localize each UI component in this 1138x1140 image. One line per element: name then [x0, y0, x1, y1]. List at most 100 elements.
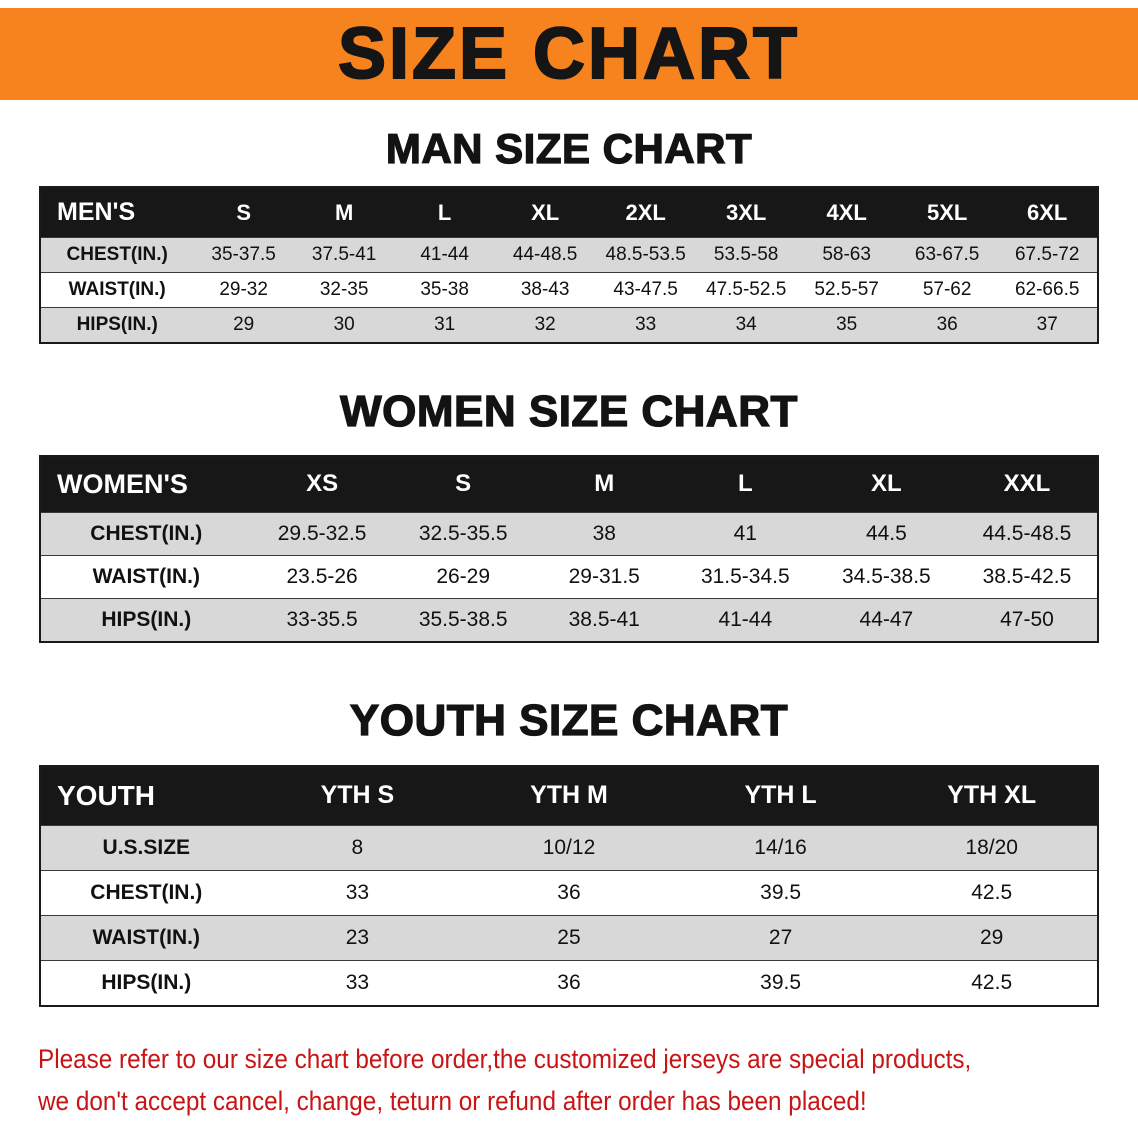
value-cell: 37 — [997, 307, 1098, 344]
value-cell: 29-32 — [193, 272, 294, 308]
table-title-cell: YOUTH — [40, 765, 252, 826]
value-cell: 26-29 — [392, 554, 534, 599]
size-header-cell: YTH L — [674, 765, 887, 826]
value-cell: 33 — [251, 959, 464, 1006]
youth-size-section: YOUTH SIZE CHART YOUTH YTH S YTH M YTH L YTH… — [0, 695, 1138, 1007]
value-cell: 62-66.5 — [997, 272, 1098, 308]
table-title-cell: WOMEN'S — [40, 455, 252, 513]
size-header-cell: S — [392, 455, 534, 513]
notice-line-1: Please refer to our size chart before or… — [38, 1043, 972, 1074]
value-cell: 29.5-32.5 — [251, 511, 393, 556]
value-cell: 35.5-38.5 — [392, 597, 534, 642]
value-cell: 33-35.5 — [251, 597, 393, 642]
value-cell: 30 — [293, 307, 395, 344]
value-cell: 43-47.5 — [595, 272, 696, 308]
value-cell: 35 — [796, 307, 897, 344]
value-cell: 31 — [394, 307, 495, 344]
value-cell: 14/16 — [674, 824, 887, 871]
size-header-cell: YTH XL — [886, 765, 1098, 826]
size-header-cell: L — [674, 455, 816, 513]
size-header-cell: M — [533, 455, 675, 513]
row-label-cell: WAIST(IN.) — [40, 272, 194, 308]
notice-line-2: we don't accept cancel, change, teturn o… — [38, 1085, 867, 1116]
men-size-section: MAN SIZE CHART MEN'S S M L XL 2XL 3XL 4XL 5XL 6XL… — [0, 125, 1138, 345]
page-title: SIZE CHART — [337, 14, 800, 94]
value-cell: 37.5-41 — [293, 237, 395, 273]
value-cell: 47-50 — [956, 597, 1098, 642]
value-cell: 31.5-34.5 — [674, 554, 816, 599]
measurement-row: WAIST(IN.) 23 25 27 29 — [40, 914, 1098, 961]
row-label-cell: CHEST(IN.) — [40, 869, 252, 916]
value-cell: 42.5 — [886, 869, 1098, 916]
size-header-cell: 2XL — [595, 187, 696, 238]
value-cell: 10/12 — [463, 824, 675, 871]
table-title-cell: MEN'S — [40, 187, 194, 238]
value-cell: 36 — [896, 307, 998, 344]
measurement-row: CHEST(IN.) 29.5-32.5 32.5-35.5 38 41 44.5 44.5… — [40, 511, 1098, 556]
value-cell: 41-44 — [674, 597, 816, 642]
measurement-row: CHEST(IN.) 35-37.5 37.5-41 41-44 44-48.5 48.5… — [40, 237, 1098, 273]
value-cell: 44-47 — [815, 597, 957, 642]
value-cell: 42.5 — [886, 959, 1098, 1006]
row-label-cell: HIPS(IN.) — [40, 307, 194, 344]
size-header-cell: 5XL — [896, 187, 998, 238]
size-header-cell: 6XL — [997, 187, 1098, 238]
order-notice: Please refer to our size chart before or… — [38, 1041, 1100, 1121]
measurement-row: WAIST(IN.) 23.5-26 26-29 29-31.5 31.5-34.5 34… — [40, 554, 1098, 599]
size-header-cell: 4XL — [796, 187, 897, 238]
value-cell: 35-38 — [394, 272, 495, 308]
value-cell: 67.5-72 — [997, 237, 1098, 273]
measurement-row: U.S.SIZE 8 10/12 14/16 18/20 — [40, 824, 1098, 871]
value-cell: 33 — [251, 869, 464, 916]
men-section-heading: MAN SIZE CHART — [385, 125, 753, 173]
value-cell: 52.5-57 — [796, 272, 897, 308]
size-header-cell: M — [293, 187, 395, 238]
size-header-cell: S — [193, 187, 294, 238]
measurement-row: HIPS(IN.) 29 30 31 32 33 34 35 36 37 — [40, 307, 1098, 344]
table-header-row: MEN'S S M L XL 2XL 3XL 4XL 5XL 6XL — [40, 187, 1098, 238]
value-cell: 36 — [463, 869, 675, 916]
size-header-cell: XXL — [956, 455, 1098, 513]
value-cell: 63-67.5 — [896, 237, 998, 273]
value-cell: 34.5-38.5 — [815, 554, 957, 599]
value-cell: 25 — [463, 914, 675, 961]
youth-size-table: YOUTH YTH S YTH M YTH L YTH XL U.S.SIZE 8 10/12… — [39, 764, 1099, 1007]
value-cell: 18/20 — [886, 824, 1098, 871]
size-header-cell: YTH M — [463, 765, 675, 826]
value-cell: 44.5 — [815, 511, 957, 556]
value-cell: 44-48.5 — [494, 237, 596, 273]
measurement-row: WAIST(IN.) 29-32 32-35 35-38 38-43 43-47.5 47.… — [40, 272, 1098, 308]
row-label-cell: WAIST(IN.) — [40, 554, 252, 599]
value-cell: 58-63 — [796, 237, 897, 273]
value-cell: 38 — [533, 511, 675, 556]
size-header-cell: 3XL — [695, 187, 797, 238]
measurement-row: CHEST(IN.) 33 36 39.5 42.5 — [40, 869, 1098, 916]
value-cell: 38.5-41 — [533, 597, 675, 642]
value-cell: 29 — [193, 307, 294, 344]
row-label-cell: CHEST(IN.) — [40, 511, 252, 556]
banner: SIZE CHART — [0, 8, 1138, 100]
women-size-table: WOMEN'S XS S M L XL XXL CHEST(IN.) 29.5-32.5 32.5… — [39, 454, 1099, 643]
size-header-cell: XL — [494, 187, 596, 238]
size-header-cell: L — [394, 187, 495, 238]
youth-section-heading: YOUTH SIZE CHART — [349, 695, 789, 745]
size-chart-page: SIZE CHART MAN SIZE CHART MEN'S S M L XL 2XL 3… — [0, 8, 1138, 1121]
value-cell: 41-44 — [394, 237, 495, 273]
table-header-row: YOUTH YTH S YTH M YTH L YTH XL — [40, 765, 1098, 826]
value-cell: 27 — [674, 914, 887, 961]
men-size-table: MEN'S S M L XL 2XL 3XL 4XL 5XL 6XL CHEST(IN.) 35-37… — [39, 186, 1099, 345]
row-label-cell: HIPS(IN.) — [40, 597, 252, 642]
measurement-row: HIPS(IN.) 33 36 39.5 42.5 — [40, 959, 1098, 1006]
value-cell: 29 — [886, 914, 1098, 961]
value-cell: 38.5-42.5 — [956, 554, 1098, 599]
value-cell: 44.5-48.5 — [956, 511, 1098, 556]
value-cell: 32 — [494, 307, 596, 344]
value-cell: 23 — [251, 914, 464, 961]
table-header-row: WOMEN'S XS S M L XL XXL — [40, 455, 1098, 513]
row-label-cell: HIPS(IN.) — [40, 959, 252, 1006]
women-size-section: WOMEN SIZE CHART WOMEN'S XS S M L XL XXL CHEST(… — [0, 387, 1138, 643]
size-header-cell: XL — [815, 455, 957, 513]
value-cell: 41 — [674, 511, 816, 556]
value-cell: 34 — [695, 307, 797, 344]
value-cell: 32.5-35.5 — [392, 511, 534, 556]
